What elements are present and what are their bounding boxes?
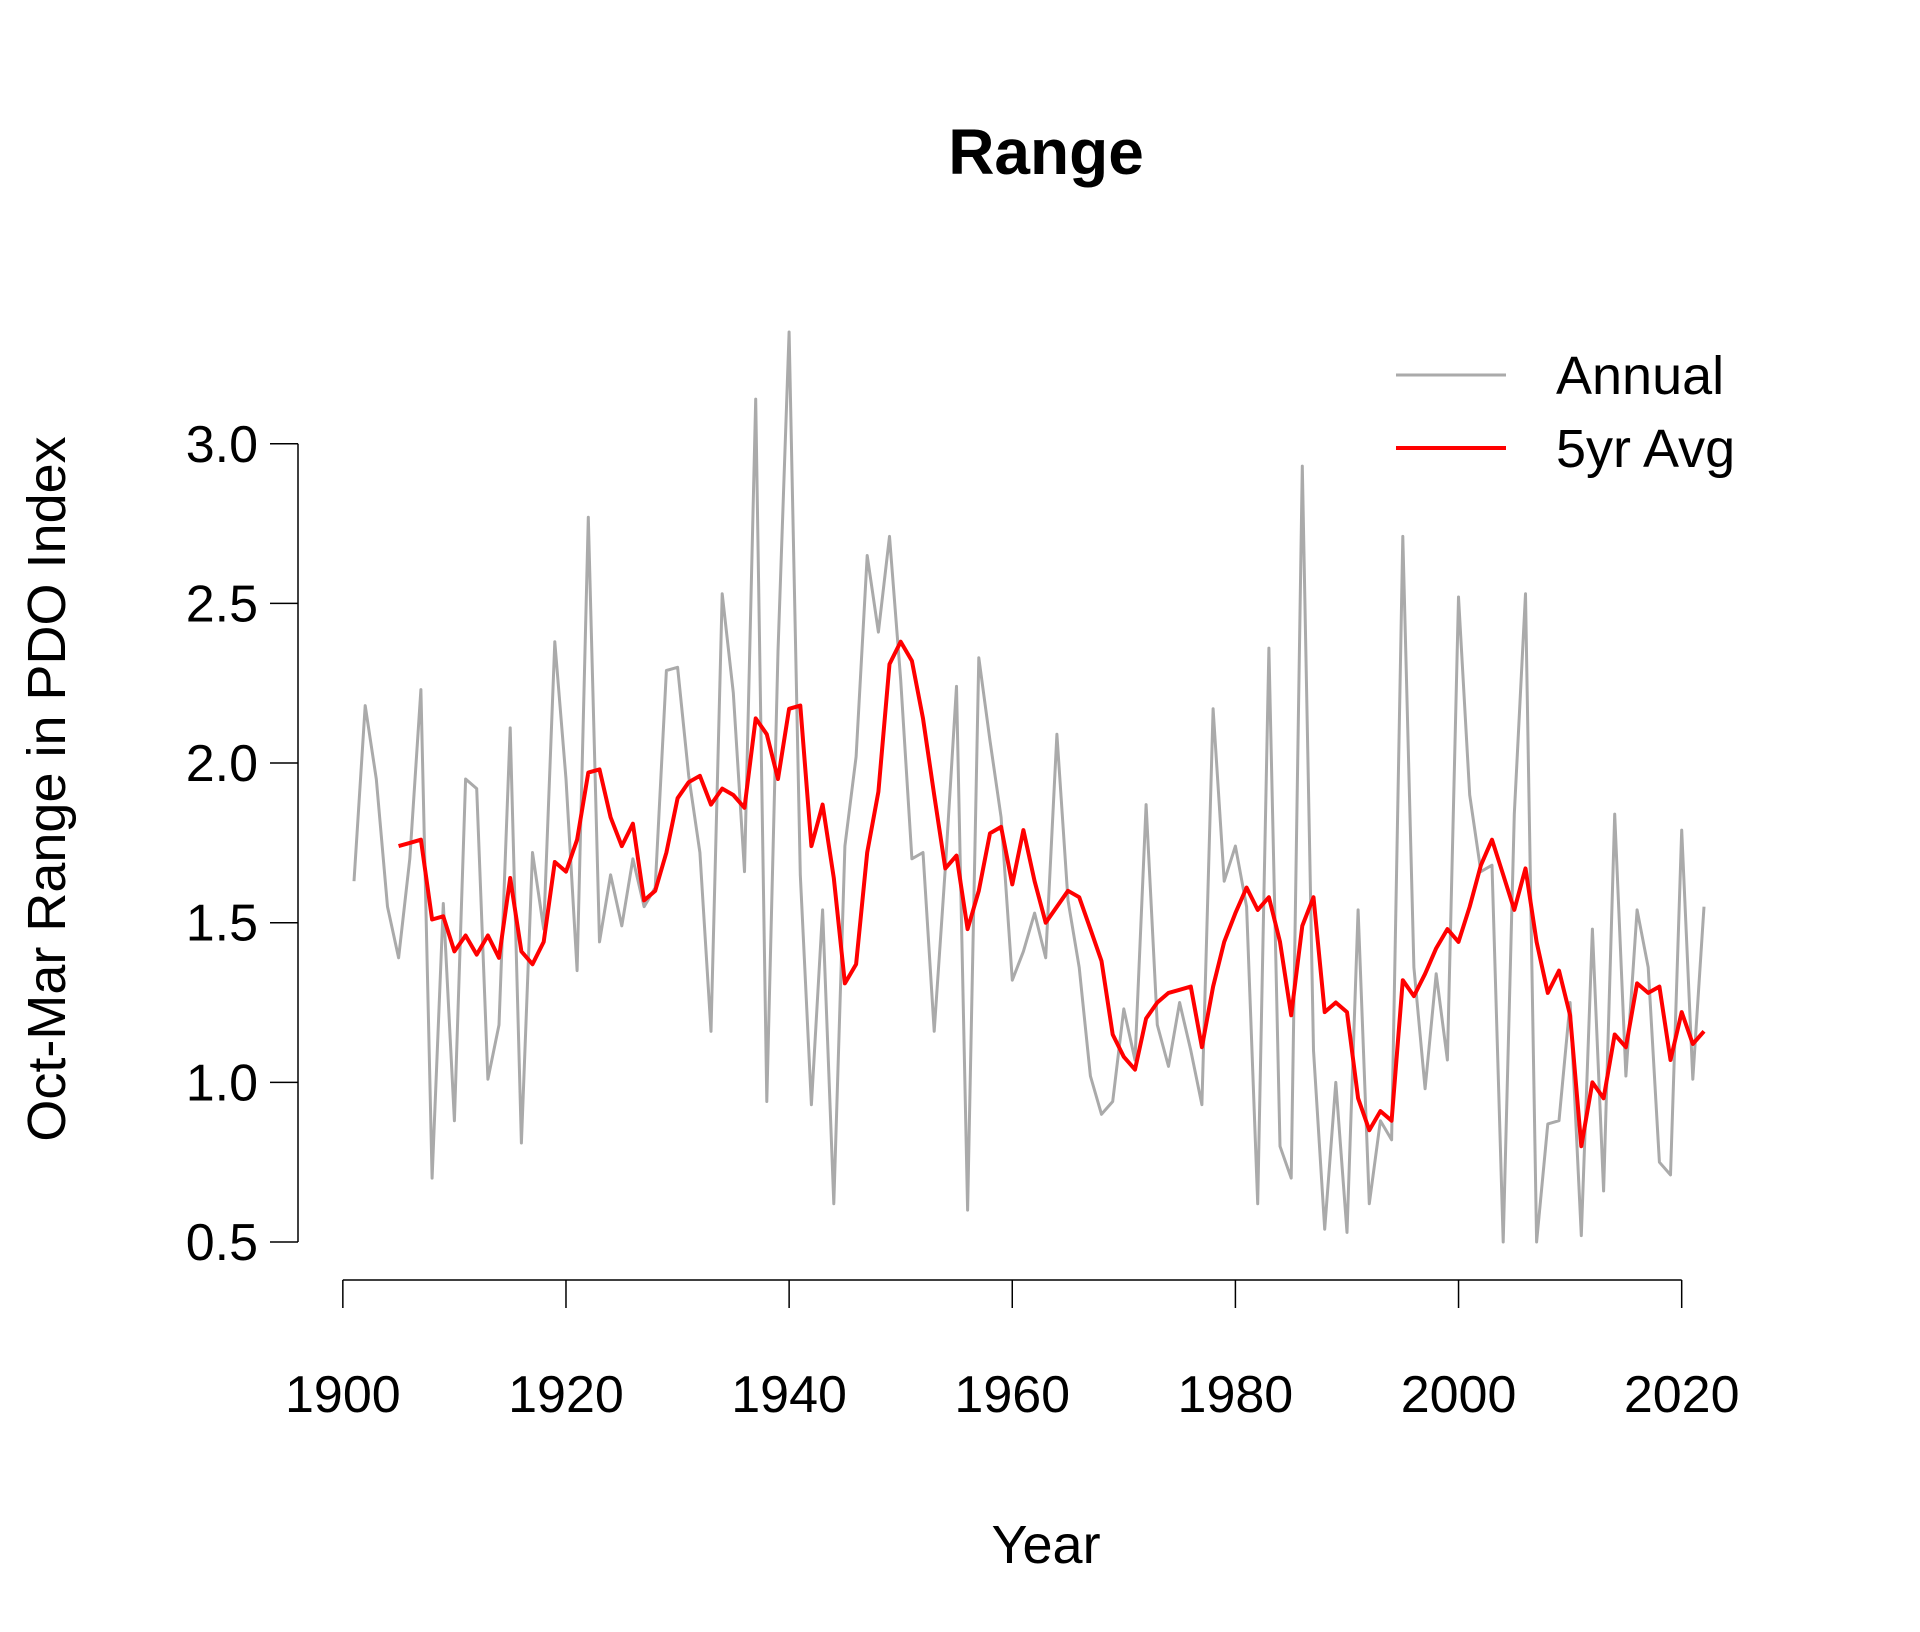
y-tick-label: 2.0 [186,735,258,793]
x-axis-label: Year [991,1515,1100,1575]
series-layer [352,330,1706,1244]
y-tick-label: 2.5 [186,575,258,633]
x-tick-label: 1940 [731,1366,847,1424]
legend-label: Annual [1556,346,1724,406]
legend-label: 5yr Avg [1556,419,1735,479]
y-axis-label: Oct-Mar Range in PDO Index [17,436,77,1141]
y-tick-label: 1.0 [186,1054,258,1112]
x-tick-label: 1960 [954,1366,1070,1424]
series-line-annual [352,330,1706,1244]
y-axis: 0.5 1.0 1.5 2.0 2.5 3.0 [186,416,299,1272]
y-tick-label: 3.0 [186,416,258,474]
x-tick-label: 1980 [1178,1366,1294,1424]
legend: Annual 5yr Avg [1396,346,1735,479]
x-tick-label: 1920 [508,1366,624,1424]
chart-title: Range [948,116,1144,188]
series-line-5yr-avg [398,639,1706,1149]
y-tick-label: 0.5 [186,1214,258,1272]
y-tick-label: 1.5 [186,895,258,953]
x-tick-label: 2020 [1624,1366,1740,1424]
x-tick-label: 2000 [1401,1366,1517,1424]
x-tick-label: 1900 [285,1366,401,1424]
x-axis: 1900 1920 1940 1960 1980 2000 2020 [285,1279,1740,1424]
